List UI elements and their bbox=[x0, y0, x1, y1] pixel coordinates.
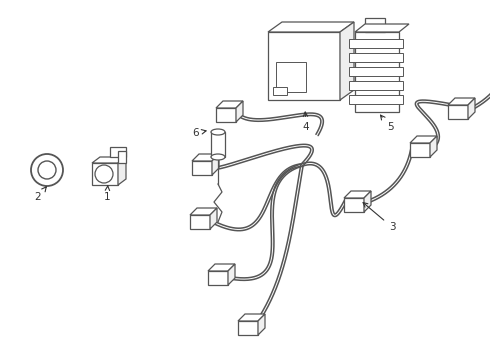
Bar bbox=[349, 39, 403, 48]
Bar bbox=[190, 215, 210, 229]
Bar bbox=[208, 271, 228, 285]
Bar bbox=[118, 151, 126, 163]
Text: 2: 2 bbox=[35, 187, 46, 202]
Text: 3: 3 bbox=[363, 203, 395, 232]
Ellipse shape bbox=[211, 154, 225, 160]
Bar bbox=[410, 143, 430, 157]
Text: 5: 5 bbox=[381, 115, 393, 132]
Polygon shape bbox=[344, 191, 371, 198]
Polygon shape bbox=[192, 154, 219, 161]
Circle shape bbox=[31, 154, 63, 186]
Polygon shape bbox=[212, 154, 219, 175]
Circle shape bbox=[38, 161, 56, 179]
Polygon shape bbox=[92, 157, 126, 163]
Polygon shape bbox=[448, 98, 475, 105]
Bar bbox=[92, 163, 118, 185]
Polygon shape bbox=[228, 264, 235, 285]
Polygon shape bbox=[468, 98, 475, 119]
Polygon shape bbox=[210, 208, 217, 229]
Bar bbox=[211, 132, 225, 157]
Bar bbox=[276, 62, 306, 92]
Text: 1: 1 bbox=[104, 186, 110, 202]
Polygon shape bbox=[268, 22, 354, 32]
Bar bbox=[273, 87, 287, 95]
Bar bbox=[110, 147, 126, 157]
Bar bbox=[216, 108, 236, 122]
Bar bbox=[349, 67, 403, 76]
Ellipse shape bbox=[211, 129, 225, 135]
Bar bbox=[344, 198, 364, 212]
Bar bbox=[238, 321, 258, 335]
Text: 4: 4 bbox=[303, 112, 309, 132]
Polygon shape bbox=[216, 101, 243, 108]
Bar bbox=[365, 18, 385, 32]
Circle shape bbox=[95, 165, 113, 183]
Bar bbox=[349, 95, 403, 104]
Bar bbox=[355, 32, 399, 112]
Polygon shape bbox=[258, 314, 265, 335]
Polygon shape bbox=[236, 101, 243, 122]
Polygon shape bbox=[238, 314, 265, 321]
Polygon shape bbox=[118, 157, 126, 185]
Bar bbox=[448, 105, 468, 119]
Bar bbox=[192, 161, 212, 175]
Text: 6: 6 bbox=[193, 128, 206, 138]
Bar bbox=[349, 81, 403, 90]
Bar bbox=[268, 32, 340, 100]
Polygon shape bbox=[410, 136, 437, 143]
Polygon shape bbox=[364, 191, 371, 212]
Polygon shape bbox=[355, 24, 409, 32]
Bar bbox=[349, 53, 403, 62]
Polygon shape bbox=[430, 136, 437, 157]
Polygon shape bbox=[190, 208, 217, 215]
Polygon shape bbox=[208, 264, 235, 271]
Polygon shape bbox=[340, 22, 354, 100]
